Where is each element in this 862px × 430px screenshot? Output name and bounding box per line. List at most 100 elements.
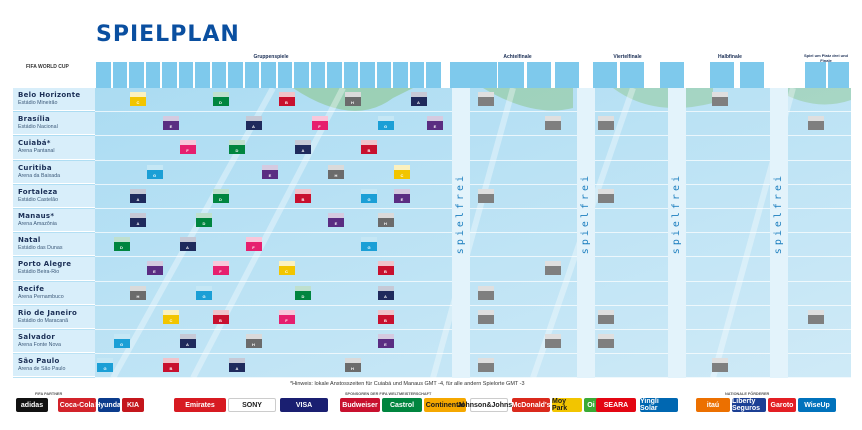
match-tile[interactable]: D: [295, 285, 311, 300]
match-tile[interactable]: B: [163, 358, 179, 373]
match-tile-header: [598, 334, 614, 339]
match-tile[interactable]: A: [130, 213, 146, 227]
match-tile[interactable]: B: [278, 92, 295, 106]
date-header-cell: [360, 62, 376, 88]
match-tile[interactable]: A: [295, 140, 311, 155]
knockout-match-tile[interactable]: [712, 358, 728, 373]
match-tile[interactable]: D: [196, 213, 212, 227]
match-tile[interactable]: B: [212, 309, 229, 324]
match-tile[interactable]: F: [245, 237, 262, 252]
match-tile[interactable]: F: [179, 140, 196, 155]
match-tile[interactable]: H: [130, 285, 146, 300]
knockout-match-tile[interactable]: [545, 261, 561, 276]
match-tile[interactable]: B: [361, 140, 377, 155]
knockout-match-tile[interactable]: [478, 92, 494, 106]
match-tile[interactable]: A: [130, 188, 146, 203]
knockout-match-tile[interactable]: [598, 188, 614, 203]
match-tile[interactable]: E: [394, 188, 410, 203]
national-supporters-label: NATIONALE FÖRDERER: [725, 392, 770, 396]
match-tile[interactable]: G: [377, 116, 394, 131]
match-tile-header: [598, 188, 614, 194]
row-divider: [95, 353, 851, 355]
match-tile[interactable]: F: [212, 261, 229, 276]
knockout-match-tile[interactable]: [598, 309, 614, 324]
match-tile[interactable]: D: [212, 188, 229, 203]
match-tile-header: [229, 140, 245, 146]
match-tile[interactable]: E: [328, 213, 344, 227]
match-tile-header: [113, 237, 130, 243]
match-group-letter: C: [400, 172, 404, 178]
fifa-partner-label: FIFA PARTNER: [35, 392, 63, 396]
match-tile[interactable]: A: [410, 92, 427, 106]
knockout-match-tile[interactable]: [598, 116, 614, 131]
match-tile[interactable]: E: [427, 116, 443, 131]
sponsor-logo: Coca-Cola: [58, 398, 96, 412]
row-divider: [95, 111, 851, 113]
match-tile[interactable]: G: [113, 334, 130, 348]
match-tile[interactable]: H: [328, 164, 344, 179]
sponsors-label: SPONSOREN DER FIFA WELTMEISTERSCHAFT: [345, 392, 432, 396]
match-tile[interactable]: A: [377, 285, 394, 300]
match-tile[interactable]: F: [278, 309, 295, 324]
match-tile-header: [377, 261, 394, 267]
match-tile[interactable]: C: [278, 261, 295, 276]
match-tile[interactable]: F: [311, 116, 328, 131]
city-name: Fortaleza: [18, 187, 58, 196]
match-group-letter: F: [186, 148, 189, 154]
match-tile[interactable]: D: [229, 140, 245, 155]
match-tile[interactable]: A: [245, 116, 262, 131]
knockout-match-tile[interactable]: [545, 116, 561, 131]
match-tile[interactable]: A: [179, 334, 196, 348]
match-tile[interactable]: B: [377, 309, 394, 324]
match-tile[interactable]: B: [377, 261, 394, 276]
match-tile[interactable]: G: [361, 237, 377, 252]
knockout-match-tile[interactable]: [808, 116, 824, 131]
match-group-letter: H: [252, 342, 255, 347]
match-tile[interactable]: D: [113, 237, 130, 252]
match-tile[interactable]: A: [229, 358, 245, 373]
knockout-match-tile[interactable]: [598, 334, 614, 348]
match-tile-header: [361, 140, 377, 146]
match-tile[interactable]: E: [146, 261, 163, 276]
date-header-cell: [162, 62, 178, 88]
city-name: Belo Horizonte: [18, 91, 81, 99]
knockout-match-tile[interactable]: [808, 309, 824, 324]
match-tile[interactable]: G: [196, 285, 212, 300]
match-tile[interactable]: G: [361, 188, 377, 203]
match-tile-header: [545, 116, 561, 122]
match-tile[interactable]: B: [295, 188, 311, 203]
row-divider: [95, 256, 851, 258]
date-header-cell: [195, 62, 211, 88]
knockout-match-tile[interactable]: [478, 358, 494, 373]
match-tile[interactable]: C: [130, 92, 146, 106]
match-tile[interactable]: G: [146, 164, 163, 179]
match-tile[interactable]: C: [163, 309, 179, 324]
match-tile[interactable]: H: [377, 213, 394, 227]
match-tile-header: [478, 285, 494, 291]
match-tile[interactable]: H: [344, 92, 361, 106]
sponsor-logo: SONY: [228, 398, 276, 412]
match-group-letter: G: [367, 196, 371, 202]
match-group-letter: E: [400, 196, 404, 202]
match-group-letter: H: [351, 366, 354, 372]
match-tile[interactable]: E: [163, 116, 179, 131]
time-zone-note: *Hinweis: lokale Anstosszeiten für Cuiab…: [290, 381, 525, 387]
match-tile[interactable]: C: [394, 164, 410, 179]
knockout-match-tile[interactable]: [545, 334, 561, 348]
knockout-match-tile[interactable]: [478, 285, 494, 300]
knockout-match-tile[interactable]: [478, 188, 494, 203]
match-tile[interactable]: E: [377, 334, 394, 348]
match-tile[interactable]: H: [344, 358, 361, 373]
match-group-letter: H: [351, 100, 354, 105]
match-tile[interactable]: D: [212, 92, 229, 106]
match-tile-header: [808, 116, 824, 122]
knockout-match-tile[interactable]: [712, 92, 728, 106]
match-tile[interactable]: H: [245, 334, 262, 348]
match-tile[interactable]: G: [97, 358, 113, 373]
match-tile[interactable]: E: [262, 164, 278, 179]
stadium-name: Estádio Nacional: [18, 124, 58, 131]
city-name: Curitiba: [18, 163, 52, 172]
match-tile[interactable]: A: [179, 237, 196, 252]
row-divider: [95, 377, 851, 379]
knockout-match-tile[interactable]: [478, 309, 494, 324]
